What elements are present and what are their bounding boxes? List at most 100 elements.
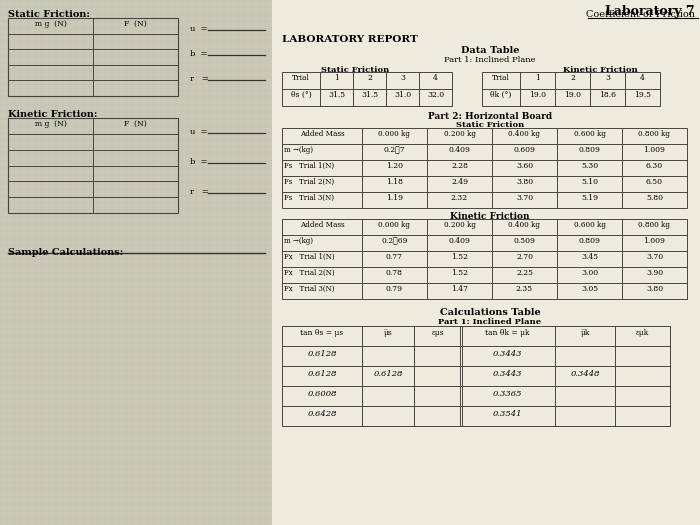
Text: tan θs = μs: tan θs = μs: [300, 329, 344, 337]
Text: 2: 2: [367, 74, 372, 82]
Text: 0.600 kg: 0.600 kg: [573, 221, 606, 229]
Text: m →(kg): m →(kg): [284, 237, 313, 245]
Text: Sample Calculations:: Sample Calculations:: [8, 248, 123, 257]
Text: 19.0: 19.0: [529, 91, 546, 99]
Text: 1.52: 1.52: [451, 269, 468, 277]
Text: 0.77: 0.77: [386, 253, 403, 261]
Text: tan θk = μk: tan θk = μk: [485, 329, 530, 337]
Text: θs (°): θs (°): [290, 91, 312, 99]
Text: 2.35: 2.35: [516, 285, 533, 293]
Text: 0.3443: 0.3443: [493, 350, 522, 358]
Text: 1.009: 1.009: [643, 146, 666, 154]
Text: 3.90: 3.90: [646, 269, 663, 277]
Text: 0.809: 0.809: [579, 237, 601, 245]
Text: Coefficient of Friction: Coefficient of Friction: [586, 10, 695, 19]
Text: 0.409: 0.409: [449, 237, 470, 245]
Text: Part 1: Inclined Plane: Part 1: Inclined Plane: [438, 318, 542, 326]
Bar: [282, 72, 452, 106]
Text: 0.000 kg: 0.000 kg: [379, 130, 410, 138]
Text: 2.25: 2.25: [516, 269, 533, 277]
Text: 31.5: 31.5: [361, 91, 378, 99]
Bar: [282, 219, 687, 299]
Bar: [0, 0, 272, 525]
Text: εμs: εμs: [432, 329, 444, 337]
Text: 0.2⋉7: 0.2⋉7: [384, 146, 405, 154]
Text: 2.70: 2.70: [516, 253, 533, 261]
Text: 5.30: 5.30: [581, 162, 598, 170]
Text: u  =: u =: [190, 128, 208, 136]
Text: 1.52: 1.52: [451, 253, 468, 261]
Text: 3.45: 3.45: [581, 253, 598, 261]
Text: 5.19: 5.19: [581, 194, 598, 202]
Text: 0.3448: 0.3448: [570, 370, 600, 378]
Text: 0.6128: 0.6128: [307, 350, 337, 358]
Text: F  (N): F (N): [124, 20, 147, 28]
Text: 3.80: 3.80: [646, 285, 663, 293]
Text: r   =: r =: [190, 188, 209, 196]
Text: 5.80: 5.80: [646, 194, 663, 202]
Text: 0.79: 0.79: [386, 285, 403, 293]
Text: 0.409: 0.409: [449, 146, 470, 154]
Bar: [482, 72, 660, 106]
Text: 0.78: 0.78: [386, 269, 403, 277]
Text: Part 1: Inclined Plane: Part 1: Inclined Plane: [444, 56, 536, 64]
Text: F  (N): F (N): [124, 120, 147, 128]
Text: 0.800 kg: 0.800 kg: [638, 130, 671, 138]
Text: 0.400 kg: 0.400 kg: [508, 221, 540, 229]
Text: 1.009: 1.009: [643, 237, 666, 245]
Text: 0.6128: 0.6128: [307, 370, 337, 378]
Text: Part 2: Horizontal Board: Part 2: Horizontal Board: [428, 112, 552, 121]
Text: 2.32: 2.32: [451, 194, 468, 202]
Text: 0.3541: 0.3541: [493, 410, 522, 418]
Text: 6.30: 6.30: [646, 162, 663, 170]
Text: 19.5: 19.5: [634, 91, 651, 99]
Text: m →(kg): m →(kg): [284, 146, 313, 154]
Text: LABORATORY REPORT: LABORATORY REPORT: [282, 35, 418, 44]
Text: 2.28: 2.28: [451, 162, 468, 170]
Text: Kinetic Friction: Kinetic Friction: [450, 212, 530, 221]
Text: Fx   Trial 1(N): Fx Trial 1(N): [284, 253, 335, 261]
Bar: [272, 0, 700, 525]
Text: 1: 1: [334, 74, 339, 82]
Text: Kinetic Friction:: Kinetic Friction:: [8, 110, 97, 119]
Text: 0.6008: 0.6008: [307, 390, 337, 398]
Text: 4: 4: [640, 74, 645, 82]
Text: b  =: b =: [190, 158, 208, 166]
Text: Static Friction: Static Friction: [456, 121, 524, 129]
Text: 5.10: 5.10: [581, 178, 598, 186]
Text: m g  (N): m g (N): [34, 120, 66, 128]
Bar: [282, 326, 462, 426]
Text: 3.00: 3.00: [581, 269, 598, 277]
Text: 0.200 kg: 0.200 kg: [444, 130, 475, 138]
Text: Trial: Trial: [292, 74, 310, 82]
Text: Fx   Trial 3(N): Fx Trial 3(N): [284, 285, 335, 293]
Text: 1: 1: [535, 74, 540, 82]
Text: 1.47: 1.47: [451, 285, 468, 293]
Text: 0.2⋉69: 0.2⋉69: [382, 237, 407, 245]
Text: b  =: b =: [190, 50, 208, 58]
Text: Static Friction:: Static Friction:: [8, 10, 90, 19]
Text: Added Mass: Added Mass: [300, 221, 344, 229]
Text: 0.400 kg: 0.400 kg: [508, 130, 540, 138]
Text: 0.000 kg: 0.000 kg: [379, 221, 410, 229]
Text: θk (°): θk (°): [490, 91, 512, 99]
Text: 1.19: 1.19: [386, 194, 403, 202]
Text: 3: 3: [400, 74, 405, 82]
Text: 0.800 kg: 0.800 kg: [638, 221, 671, 229]
Text: 19.0: 19.0: [564, 91, 581, 99]
Text: Laboratory 7: Laboratory 7: [606, 5, 695, 18]
Text: Fs   Trial 1(N): Fs Trial 1(N): [284, 162, 334, 170]
Text: 3.80: 3.80: [516, 178, 533, 186]
Text: Trial: Trial: [492, 74, 510, 82]
Text: μ̅s: μ̅s: [384, 329, 393, 337]
Text: 0.3365: 0.3365: [493, 390, 522, 398]
Text: 0.809: 0.809: [579, 146, 601, 154]
Text: Added Mass: Added Mass: [300, 130, 344, 138]
Text: εμk: εμk: [636, 329, 649, 337]
Text: 0.6128: 0.6128: [373, 370, 402, 378]
Text: 0.509: 0.509: [514, 237, 536, 245]
Text: 4: 4: [433, 74, 438, 82]
Text: 3.60: 3.60: [516, 162, 533, 170]
Text: 3.70: 3.70: [646, 253, 663, 261]
Text: r   =: r =: [190, 75, 209, 83]
